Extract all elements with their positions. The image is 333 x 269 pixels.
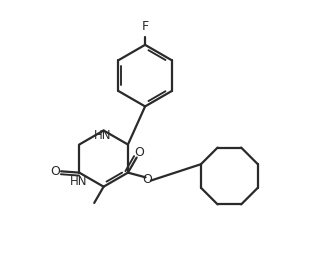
Text: O: O bbox=[50, 165, 60, 178]
Text: O: O bbox=[143, 173, 153, 186]
Text: HN: HN bbox=[94, 129, 112, 142]
Text: O: O bbox=[134, 146, 144, 159]
Text: F: F bbox=[142, 20, 149, 33]
Text: HN: HN bbox=[70, 175, 87, 188]
